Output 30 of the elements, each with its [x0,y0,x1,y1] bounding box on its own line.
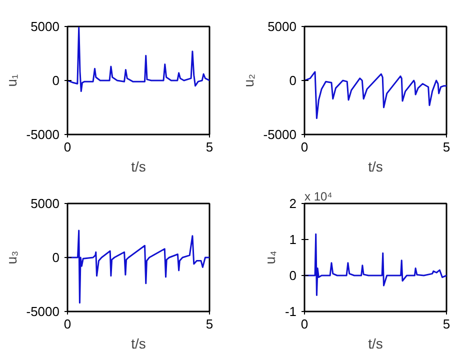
y-tick-label: 0 [289,73,297,88]
annotation: x 10⁴ [304,190,332,204]
y-tick-label: 5000 [268,19,296,34]
x-axis-title: t/s [131,158,146,174]
y-tick-label: 5000 [30,19,60,34]
y-tick-label: 5000 [30,196,60,211]
y-tick-label: -1 [284,304,297,319]
x-axis-title: t/s [368,336,383,352]
y-tick-label: -5000 [26,127,60,142]
y-tick-label: 0 [52,250,60,265]
y-tick-label: 2 [289,196,297,211]
y-tick-label: 1 [289,232,297,247]
y-tick-label: 0 [289,268,297,283]
x-tick-label: 5 [442,316,450,332]
x-tick-label: 0 [64,316,72,332]
x-tick-label: 5 [442,140,450,154]
x-tick-label: 0 [300,140,308,154]
x-tick-label: 0 [64,140,72,154]
x-axis-title: t/s [131,336,146,352]
y-axis-title: u₃ [3,250,20,264]
x-tick-label: 5 [206,316,214,332]
y-axis-title: u₁ [3,74,20,87]
y-tick-label: -5000 [263,127,296,142]
x-axis-title: t/s [368,158,383,174]
y-axis-title: u₂ [240,74,256,88]
x-tick-label: 5 [206,140,214,154]
y-tick-label: 0 [52,73,60,88]
y-tick-label: -5000 [26,304,60,319]
x-tick-label: 0 [300,316,308,332]
y-axis-title: u₄ [262,250,278,264]
